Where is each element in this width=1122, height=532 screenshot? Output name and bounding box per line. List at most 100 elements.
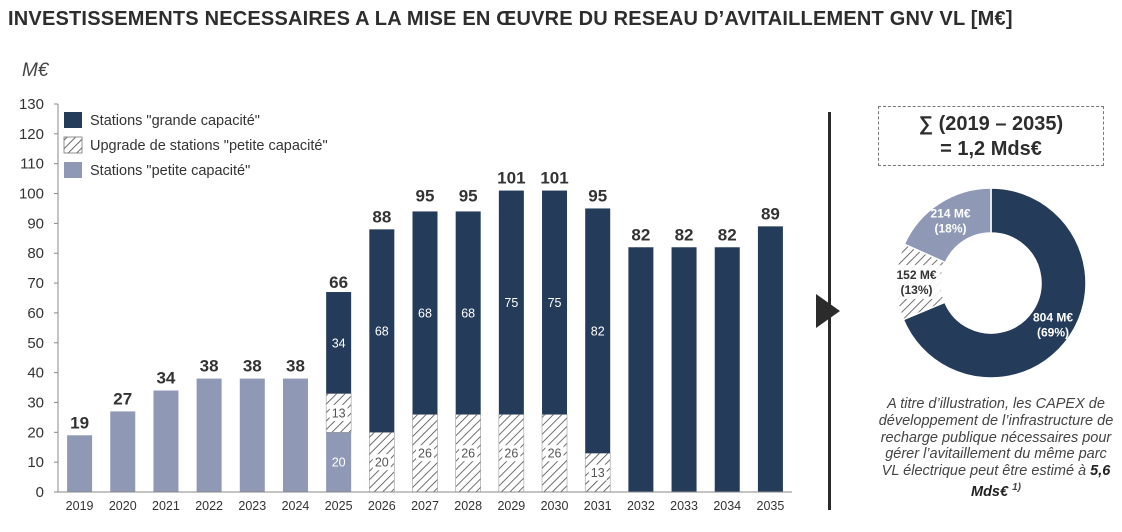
y-tick-label: 100 — [19, 186, 44, 203]
x-tick-label: 2020 — [109, 499, 137, 513]
segment-value-label: 13 — [591, 466, 605, 480]
slice-pct-label: (69%) — [1037, 325, 1069, 339]
bar-segment — [498, 190, 524, 415]
bar-segment — [110, 411, 136, 492]
x-tick-label: 2029 — [497, 499, 525, 513]
y-tick-label: 30 — [27, 394, 44, 411]
arrow-right-icon — [816, 294, 840, 328]
bar-segment — [239, 378, 265, 492]
bar-total-label: 89 — [761, 204, 780, 223]
summary-line-2: = 1,2 Mds€ — [940, 138, 1042, 160]
x-tick-label: 2033 — [670, 499, 698, 513]
segment-value-label: 82 — [591, 324, 605, 338]
segment-value-label: 68 — [461, 306, 475, 320]
x-tick-label: 2024 — [282, 499, 310, 513]
y-tick-label: 70 — [27, 275, 44, 292]
slice-label-bg — [892, 264, 941, 299]
x-tick-label: 2019 — [66, 499, 94, 513]
segment-value-label: 20 — [375, 456, 389, 470]
slice-value-label: 152 M€ — [896, 268, 936, 282]
bar-segment — [326, 292, 352, 394]
slice-value-label: 214 M€ — [930, 206, 970, 220]
bar-total-label: 66 — [329, 273, 348, 292]
segment-label-bg — [588, 464, 607, 481]
donut-slice — [903, 187, 992, 264]
bar-total-label: 95 — [588, 186, 607, 205]
illustration-note: A titre d’illustration, les CAPEX de dév… — [876, 396, 1116, 501]
segment-value-label: 26 — [548, 447, 562, 461]
segment-value-label: 75 — [548, 296, 562, 310]
note-text: A titre d’illustration, les CAPEX de dév… — [878, 396, 1114, 480]
bar-segment — [542, 190, 568, 415]
bars: 19 27 34 38 38 38 20 13 34 66 20 68 88 26 68 95 26 68 95 26… — [67, 169, 783, 493]
slice-pct-label: (18%) — [935, 221, 967, 235]
legend-swatch — [64, 162, 82, 178]
summary-box: ∑ (2019 – 2035) = 1,2 Mds€ — [878, 106, 1104, 166]
bar-total-label: 38 — [243, 357, 262, 376]
bar-segment — [585, 208, 611, 454]
bar-segment — [153, 390, 179, 492]
x-tick-label: 2030 — [541, 499, 569, 513]
note-footnote: 1) — [1012, 481, 1021, 493]
legend-swatch — [64, 112, 82, 128]
x-tick-label: 2035 — [757, 499, 785, 513]
y-tick-label: 0 — [36, 484, 44, 501]
x-tick-label: 2023 — [238, 499, 266, 513]
y-tick-label: 40 — [27, 365, 44, 382]
x-tick-label: 2021 — [152, 499, 180, 513]
bar-segment — [628, 247, 654, 492]
x-tick-label: 2034 — [713, 499, 741, 513]
segment-value-label: 26 — [461, 447, 475, 461]
y-axis: 0 10 20 30 40 50 60 70 80 90 100 110 120 130 — [19, 96, 59, 501]
segment-label-bg — [459, 445, 478, 462]
y-tick-label: 10 — [27, 454, 44, 471]
x-tick-label: 2026 — [368, 499, 396, 513]
legend: Stations "grande capacité" Upgrade de sta… — [63, 112, 328, 179]
y-tick-label: 80 — [27, 245, 44, 262]
bar-segment — [282, 378, 308, 492]
bar-total-label: 101 — [540, 169, 568, 188]
segment-value-label: 13 — [332, 406, 346, 420]
segment-label-bg — [329, 404, 348, 421]
segment-value-label: 68 — [375, 324, 389, 338]
summary-line-1: ∑ (2019 – 2035) — [918, 113, 1064, 135]
segment-value-label: 68 — [418, 306, 432, 320]
bar-segment — [412, 211, 438, 415]
y-tick-label: 120 — [19, 126, 44, 143]
x-tick-label: 2032 — [627, 499, 655, 513]
segment-value-label: 26 — [504, 447, 518, 461]
legend-label: Stations "petite capacité" — [90, 163, 250, 179]
y-tick-label: 50 — [27, 335, 44, 352]
y-tick-label: 60 — [27, 305, 44, 322]
bar-segment — [714, 247, 740, 492]
segment-label-bg — [416, 445, 434, 462]
x-tick-label: 2028 — [454, 499, 482, 513]
segment-label-bg — [502, 445, 521, 462]
y-axis-unit: M€ — [22, 60, 49, 81]
y-tick-label: 130 — [19, 96, 44, 113]
donut-slice — [895, 243, 947, 321]
note-highlight: 5,6 Mds€ — [970, 463, 1111, 500]
slice-pct-label: (13%) — [900, 283, 932, 297]
segment-value-label: 20 — [332, 456, 346, 470]
segment-label-bg — [372, 454, 391, 471]
bar-total-label: 27 — [113, 389, 132, 408]
slice-value-label: 804 M€ — [1033, 310, 1073, 324]
bar-total-label: 95 — [416, 186, 435, 205]
chart-title: INVESTISSEMENTS NECESSAIRES A LA MISE EN… — [8, 8, 1013, 30]
bar-total-label: 82 — [631, 225, 650, 244]
legend-label: Stations "grande capacité" — [90, 113, 260, 129]
bar-total-label: 19 — [70, 413, 89, 432]
bar-segment — [455, 211, 481, 415]
bar-total-label: 101 — [497, 169, 525, 188]
y-tick-label: 20 — [27, 424, 44, 441]
bar-segment — [671, 247, 697, 492]
bar-segment — [757, 226, 783, 492]
segment-value-label: 75 — [504, 296, 518, 310]
bar-segment — [67, 435, 93, 492]
bar-segment — [369, 229, 395, 433]
segment-label-bg — [545, 445, 564, 462]
x-tick-label: 2027 — [411, 499, 439, 513]
bar-total-label: 38 — [286, 357, 305, 376]
